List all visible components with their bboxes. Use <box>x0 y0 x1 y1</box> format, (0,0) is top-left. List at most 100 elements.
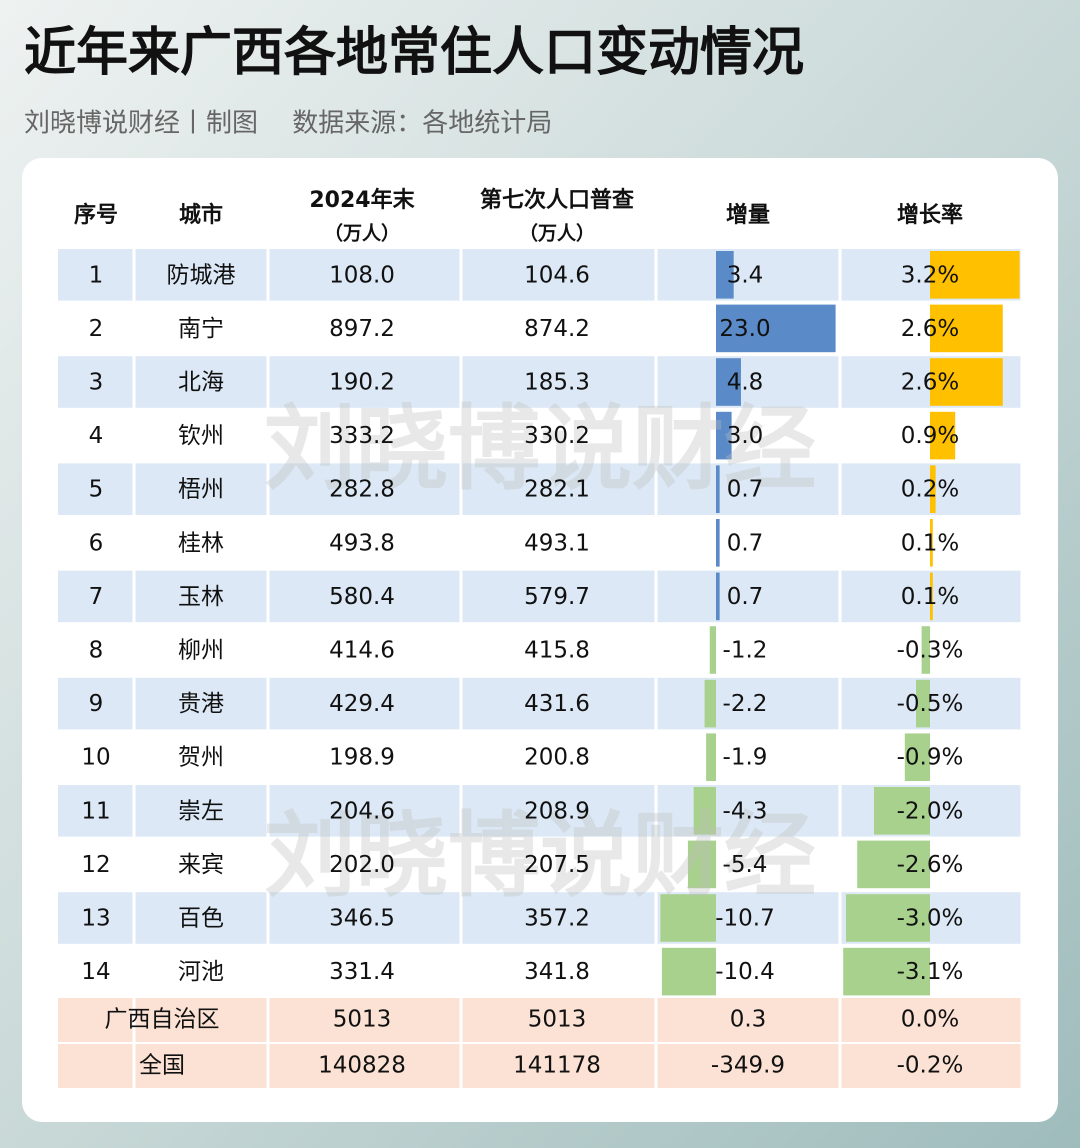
cell: 104.6 <box>524 262 590 288</box>
rate-bar <box>874 787 930 835</box>
rate-bar <box>916 679 930 728</box>
delta-bar <box>716 465 720 513</box>
rate-bar <box>904 733 930 781</box>
rate-bar <box>930 465 936 513</box>
summary-cell: 5013 <box>528 1007 587 1033</box>
cell: -3.1% <box>897 959 964 985</box>
column-header: 增长率 <box>897 202 963 228</box>
summary-cell: 全国 <box>139 1053 185 1079</box>
cell: 柳州 <box>178 638 224 664</box>
cell: 钦州 <box>178 423 224 449</box>
delta-bar <box>706 733 716 781</box>
cell: 0.7 <box>727 584 764 610</box>
cell: 12 <box>81 852 110 878</box>
cell: 1 <box>89 262 104 288</box>
cell: 贺州 <box>178 745 224 771</box>
column-header: 2024年末 <box>309 187 415 213</box>
delta-bar <box>716 304 836 353</box>
cell: 208.9 <box>524 798 590 824</box>
rate-bar <box>930 358 1003 406</box>
cell: 梧州 <box>178 477 224 503</box>
cell: 331.4 <box>329 959 395 985</box>
cell: 贵港 <box>178 691 224 717</box>
cell: 23.0 <box>719 316 770 342</box>
summary-cell: 广西自治区 <box>105 1007 220 1033</box>
cell: 414.6 <box>329 638 395 664</box>
cell: -1.2 <box>723 638 768 664</box>
cell: 5 <box>89 477 104 503</box>
delta-bar <box>716 519 720 567</box>
summary-cell: 0.0% <box>901 1007 959 1033</box>
rate-bar <box>930 411 956 460</box>
column-header: 城市 <box>179 202 223 228</box>
cell: 2 <box>89 316 104 342</box>
cell: 6 <box>89 530 104 556</box>
cell: 897.2 <box>329 316 395 342</box>
cell: 崇左 <box>178 798 224 824</box>
cell: 0.7 <box>727 477 764 503</box>
cell: -10.4 <box>715 959 775 985</box>
cell: -1.9 <box>723 745 768 771</box>
cell: 百色 <box>178 906 224 932</box>
cell: 8 <box>89 638 104 664</box>
delta-bar <box>716 251 734 299</box>
cell: 0.7 <box>727 530 764 556</box>
rate-bar <box>930 304 1003 353</box>
summary-stripe <box>58 1044 1022 1088</box>
cell: 0.9% <box>901 423 959 449</box>
summary-cell: 5013 <box>333 1007 392 1033</box>
cell: 桂林 <box>178 530 224 556</box>
summary-cell: 0.3 <box>730 1007 767 1033</box>
row-stripe <box>58 785 1022 837</box>
delta-bar <box>661 947 716 996</box>
cell: 200.8 <box>524 745 590 771</box>
cell: -0.9% <box>897 745 964 771</box>
cell: 玉林 <box>178 584 224 610</box>
delta-bar <box>716 572 720 621</box>
row-stripe <box>58 570 1022 623</box>
cell: 2.6% <box>901 370 959 396</box>
cell: -5.4 <box>723 852 768 878</box>
column-header: 增量 <box>726 202 770 228</box>
rate-bar <box>857 840 930 889</box>
summary-cell: 141178 <box>513 1053 601 1079</box>
watermark: 刘晓博说财经 <box>264 802 816 909</box>
cell: 11 <box>81 798 110 824</box>
cell: 341.8 <box>524 959 590 985</box>
delta-bar <box>660 894 716 942</box>
cell: 580.4 <box>329 584 395 610</box>
cell: -2.0% <box>897 798 964 824</box>
title: 近年来广西各地常住人口变动情况 <box>24 23 804 83</box>
summary-cell: 140828 <box>318 1053 406 1079</box>
cell: 来宾 <box>178 852 224 878</box>
cell: 874.2 <box>524 316 590 342</box>
delta-bar <box>709 626 716 674</box>
rate-bar <box>930 251 1020 299</box>
row-stripe <box>58 677 1022 730</box>
cell: 493.8 <box>329 530 395 556</box>
rate-bar <box>843 947 930 996</box>
cell: 13 <box>81 906 110 932</box>
cell: -3.0% <box>897 906 964 932</box>
row-stripe <box>58 463 1022 515</box>
cell: 415.8 <box>524 638 590 664</box>
delta-bar <box>704 679 716 728</box>
cell: 108.0 <box>329 262 395 288</box>
cell: 493.1 <box>524 530 590 556</box>
delta-bar <box>687 840 716 889</box>
cell: -2.6% <box>897 852 964 878</box>
cell: 2.6% <box>901 316 959 342</box>
cell: 10 <box>81 745 110 771</box>
cell: 198.9 <box>329 745 395 771</box>
rate-bar <box>930 572 933 621</box>
cell: 7 <box>89 584 104 610</box>
delta-bar <box>693 787 716 835</box>
cell: -4.3 <box>723 798 768 824</box>
cell: 0.2% <box>901 477 959 503</box>
cell: 南宁 <box>178 316 224 342</box>
cell: -10.7 <box>715 906 775 932</box>
cell: 河池 <box>178 959 224 985</box>
cell: -2.2 <box>723 691 768 717</box>
cell: 14 <box>81 959 110 985</box>
